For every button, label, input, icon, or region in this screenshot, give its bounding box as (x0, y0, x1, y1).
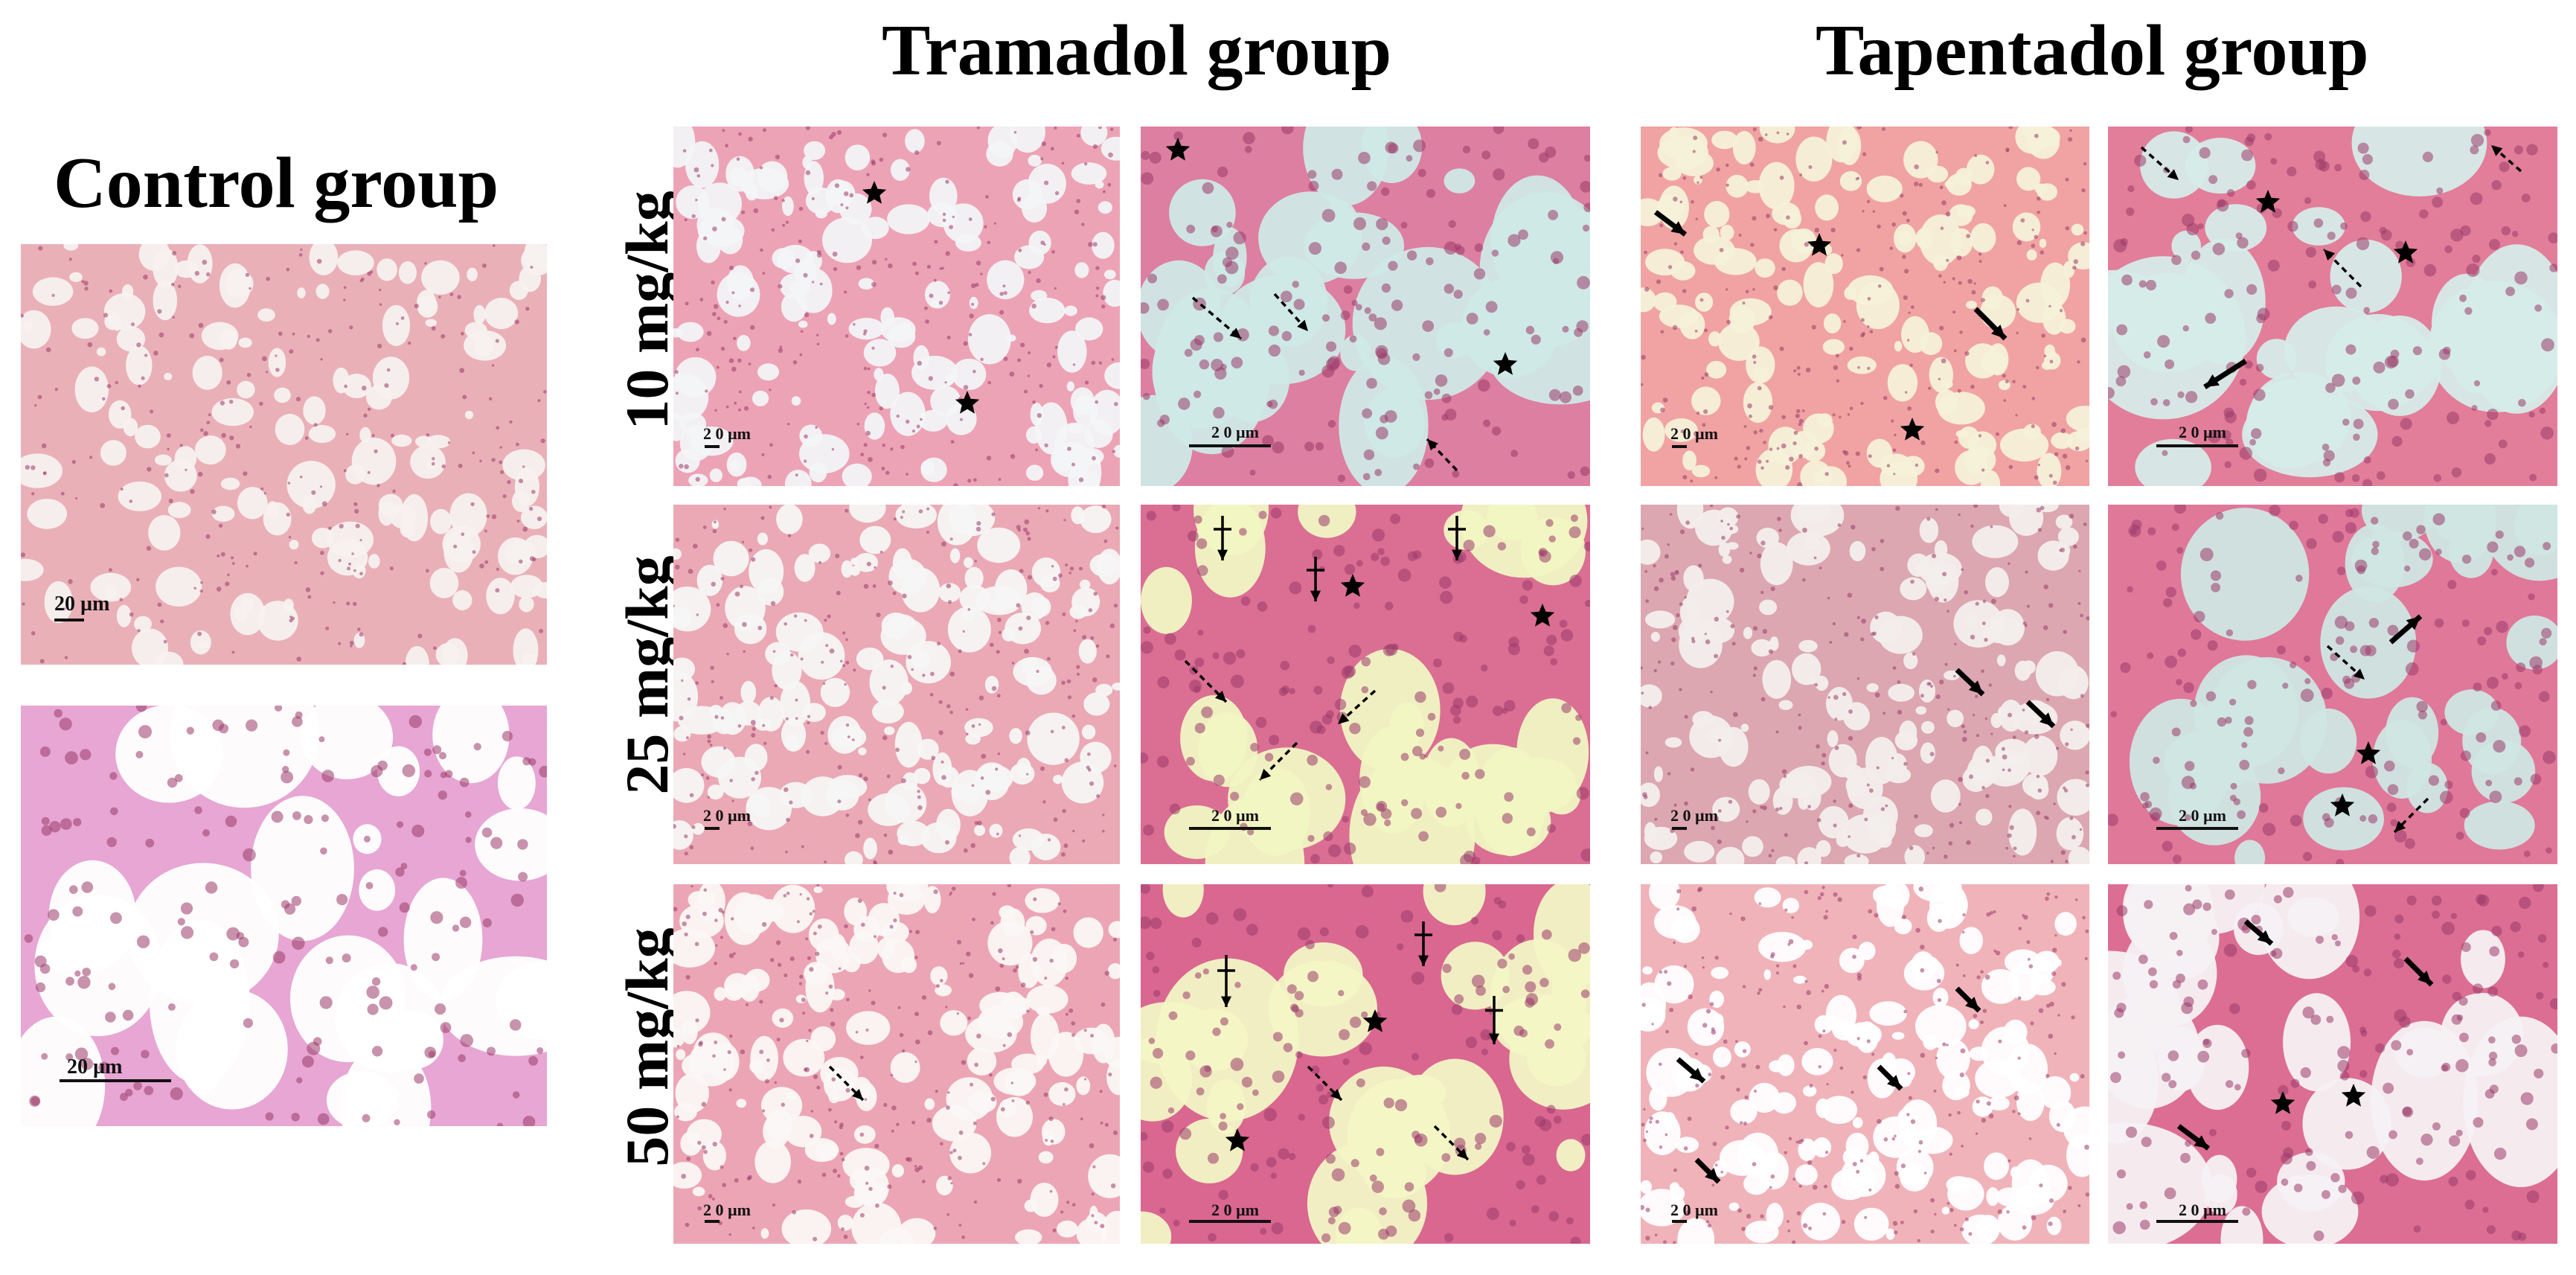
micrograph-tramadol-50-low: 2 0 µm (673, 884, 1120, 1244)
dashed-arrow-marker (2393, 797, 2429, 834)
solid-arrow-marker (1877, 1064, 1903, 1091)
star-marker (1900, 418, 1925, 441)
tissue-texture (673, 127, 1120, 486)
tissue-texture (1641, 127, 2089, 486)
solid-arrow-marker (2025, 700, 2056, 729)
star-marker (1362, 1009, 1388, 1032)
crossed-arrow-marker (1485, 996, 1503, 1044)
micrograph-tapentadol-50-low: 2 0 µm (1641, 884, 2089, 1244)
row-label-10mgkg: 10 mg/kg (613, 191, 681, 430)
tissue-texture (1141, 505, 1590, 864)
tissue-texture (1641, 884, 2089, 1244)
dashed-arrow-marker (1258, 741, 1298, 782)
dashed-arrow-marker (1273, 293, 1310, 333)
dashed-arrow-marker (1426, 438, 1458, 472)
tissue-texture (673, 505, 1120, 864)
star-marker (1530, 604, 1555, 627)
micrograph-tapentadol-50-high: 2 0 µm (2108, 884, 2557, 1244)
dashed-arrow-marker (1184, 659, 1228, 703)
dashed-arrow-marker (2490, 144, 2522, 173)
dashed-arrow-marker (1191, 296, 1243, 340)
star-marker (2356, 741, 2381, 764)
solid-arrow-marker (2203, 359, 2247, 389)
micrograph-tapentadol-25-high: 2 0 µm (2108, 505, 2557, 864)
micrograph-tramadol-25-high: 2 0 µm (1141, 505, 1590, 864)
crossed-arrow-marker (1217, 955, 1235, 1007)
solid-arrow-marker (1694, 1157, 1721, 1184)
solid-arrow-marker (2388, 614, 2423, 645)
tissue-texture (21, 706, 547, 1126)
star-marker (862, 181, 887, 204)
dashed-arrow-marker (2326, 645, 2366, 681)
micrograph-tramadol-50-high: 2 0 µm (1141, 884, 1590, 1244)
micrograph-tramadol-25-low: 2 0 µm (673, 505, 1120, 864)
solid-arrow-marker (1973, 307, 2008, 341)
tissue-texture (673, 884, 1120, 1244)
star-marker (2393, 240, 2418, 263)
micrograph-control-high-mag: 20 µm (21, 706, 547, 1126)
solid-arrow-marker (1955, 668, 1985, 697)
dashed-arrow-marker (1336, 689, 1377, 726)
tissue-texture (1641, 505, 2089, 864)
star-marker (1165, 138, 1191, 161)
micrograph-tramadol-10-low: 2 0 µm (673, 127, 1120, 486)
control-group-heading: Control group (54, 143, 499, 223)
row-label-50mgkg: 50 mg/kg (613, 927, 681, 1167)
solid-arrow-marker (1955, 986, 1981, 1013)
dashed-arrow-marker (2140, 146, 2180, 182)
dashed-arrow-marker (2322, 248, 2362, 288)
star-marker (1225, 1128, 1250, 1151)
solid-arrow-marker (2403, 956, 2434, 987)
crossed-arrow-marker (1307, 557, 1324, 601)
solid-arrow-marker (2243, 919, 2274, 946)
star-marker (2330, 793, 2355, 817)
star-marker (1807, 233, 1832, 256)
star-marker (2255, 190, 2281, 213)
tapentadol-group-heading: Tapentadol group (1816, 10, 2369, 91)
dashed-arrow-marker (1433, 1125, 1470, 1161)
tissue-texture (1141, 127, 1590, 486)
tissue-texture (1141, 884, 1590, 1244)
star-marker (955, 391, 980, 414)
tissue-texture (2108, 884, 2557, 1244)
dashed-arrow-marker (828, 1065, 865, 1102)
solid-arrow-marker (1676, 1057, 1706, 1084)
tissue-texture (21, 244, 547, 665)
star-marker (1340, 574, 1365, 597)
micrograph-tramadol-10-high: 2 0 µm (1141, 127, 1590, 486)
star-marker (2341, 1084, 2366, 1107)
micrograph-tapentadol-10-low: 2 0 µm (1641, 127, 2089, 486)
tissue-texture (2108, 505, 2557, 864)
solid-arrow-marker (2176, 1124, 2211, 1151)
row-label-25mgkg: 25 mg/kg (613, 555, 681, 795)
solid-arrow-marker (1653, 210, 1688, 237)
crossed-arrow-marker (1448, 516, 1466, 560)
crossed-arrow-marker (1214, 516, 1231, 560)
star-marker (1493, 352, 1518, 375)
dashed-arrow-marker (1307, 1065, 1343, 1102)
tramadol-group-heading: Tramadol group (882, 10, 1392, 91)
micrograph-control-low-mag: 20 µm (21, 244, 547, 665)
micrograph-tapentadol-25-low: 2 0 µm (1641, 505, 2089, 864)
tissue-texture (2108, 127, 2557, 486)
star-marker (2270, 1091, 2295, 1114)
crossed-arrow-marker (1414, 921, 1432, 966)
micrograph-tapentadol-10-high: 2 0 µm (2108, 127, 2557, 486)
